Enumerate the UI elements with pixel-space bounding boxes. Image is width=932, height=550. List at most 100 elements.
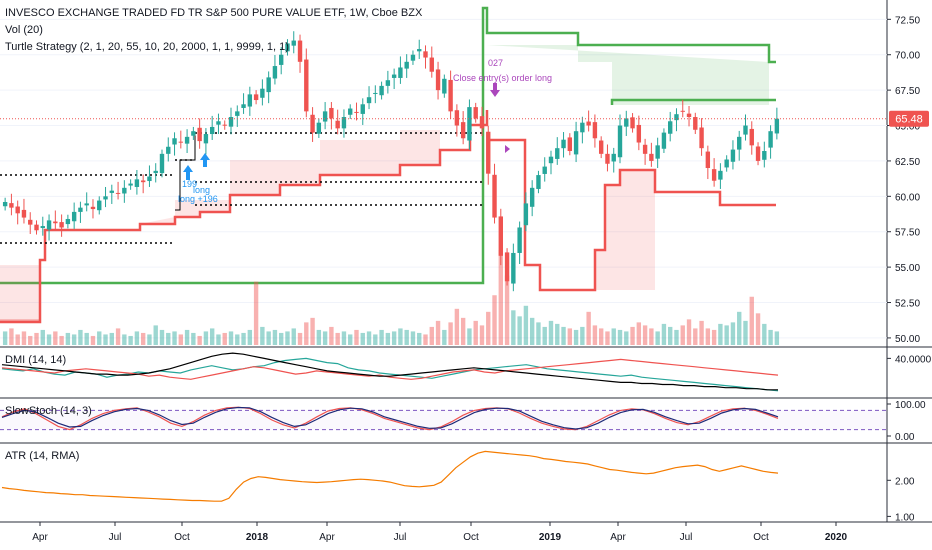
volume-bar	[435, 320, 441, 345]
current-price-badge	[889, 110, 929, 127]
green-upper-line	[610, 98, 776, 105]
volume-bar	[159, 329, 165, 345]
volume-bar	[737, 311, 742, 345]
candle-body	[479, 116, 485, 129]
volume-bar	[573, 329, 579, 345]
candle-body	[536, 175, 541, 189]
candle-body	[768, 131, 773, 148]
candle-body	[34, 224, 39, 231]
candle-body	[699, 127, 704, 149]
long-label-2: long +196	[178, 194, 218, 204]
volume-bar	[504, 275, 510, 345]
candle-body	[40, 226, 45, 229]
volume-bar	[762, 323, 767, 345]
volume-bar	[209, 328, 215, 345]
candle-body	[617, 125, 623, 158]
volume-bar	[686, 319, 692, 345]
stoch-tick-label: 0.00	[895, 432, 915, 443]
volume-bar	[517, 316, 522, 345]
candle-body	[28, 219, 33, 225]
candle-body	[97, 200, 102, 211]
candle-body	[435, 69, 441, 91]
dmi-line-2	[1, 352, 778, 391]
candle-body	[2, 201, 8, 207]
candle-body	[624, 118, 629, 127]
chart-title: INVESCO EXCHANGE TRADED FD TR S&P 500 PU…	[5, 7, 423, 19]
candle-body	[649, 153, 654, 161]
red-fill-zone-2	[595, 170, 655, 290]
volume-bar	[486, 311, 491, 345]
volume-bar	[630, 326, 635, 345]
volume-bar	[228, 331, 234, 345]
candle-body	[366, 97, 372, 104]
volume-bar	[724, 325, 729, 345]
volume-bar	[398, 328, 403, 345]
candle-body	[128, 183, 133, 186]
volume-bar	[291, 328, 296, 345]
candle-body	[222, 124, 227, 126]
price-tick-label: 55.00	[895, 263, 920, 274]
candle-body	[9, 203, 14, 208]
stoch-pane: 0.00 100.00	[0, 400, 926, 443]
volume-bar	[216, 334, 221, 345]
time-tick-label: Jul	[394, 532, 407, 543]
volume-bar	[297, 332, 303, 345]
volume-bar	[322, 331, 328, 345]
candle-body	[686, 113, 692, 118]
time-axis[interactable]: Apr Jul Oct 2018 Apr Jul Oct 2019 Apr Jul Oct 2020	[32, 522, 848, 543]
candle-body	[561, 139, 566, 149]
candle-body	[260, 88, 265, 98]
candle-body	[15, 206, 20, 214]
volume-bar	[592, 325, 598, 345]
volume-bar	[341, 331, 347, 345]
candle-body	[166, 146, 171, 154]
volume-bar	[241, 332, 246, 345]
candle-body	[316, 122, 322, 134]
volume-bar	[442, 329, 447, 345]
volume-bar	[611, 328, 616, 345]
candle-body	[668, 121, 673, 134]
volume-bar	[59, 335, 64, 345]
candle-body	[209, 126, 215, 135]
volume-bar	[348, 334, 353, 345]
volume-bar	[134, 331, 140, 345]
candle-body	[385, 80, 391, 86]
candle-body	[59, 222, 64, 228]
candle-body	[555, 148, 560, 159]
candle-body	[417, 49, 422, 52]
stoch-band	[0, 410, 887, 430]
atr-line	[1, 450, 779, 502]
price-axis[interactable]: 50.00 52.50 55.00 57.50 60.00 62.50 65.00 67.50…	[887, 15, 920, 345]
volume-bar	[178, 334, 184, 345]
turtle-strategy-overlay	[0, 6, 776, 324]
volume-bar	[191, 332, 196, 345]
time-tick-label: Oct	[174, 532, 190, 543]
volume-bar	[272, 329, 278, 345]
stoch-line-0	[1, 406, 779, 431]
left-red-fill	[0, 265, 40, 322]
candle-body	[134, 179, 140, 187]
candle-body	[580, 122, 585, 133]
candle-body	[335, 120, 340, 129]
exit-flag-icon	[505, 145, 510, 153]
volume-bar	[9, 328, 14, 345]
candle-body	[228, 117, 234, 127]
atr-pane: 1.00 2.00	[1, 450, 915, 523]
volume-bar	[429, 326, 434, 345]
volume-bar	[598, 328, 604, 345]
volume-bar	[103, 334, 108, 345]
candle-body	[486, 131, 491, 174]
volume-bar	[649, 328, 654, 345]
candle-body	[379, 85, 384, 96]
trade-markers: 199 long long +196 027 Close entry(s) or…	[178, 58, 552, 204]
time-tick-label: Apr	[319, 532, 335, 543]
volume-bar	[253, 281, 259, 345]
volume-bar	[492, 295, 497, 345]
volume-bar	[373, 334, 378, 345]
volume-bar	[605, 331, 610, 345]
strategy-label: Turtle Strategy (2, 1, 20, 55, 10, 20, 2…	[5, 41, 289, 53]
volume-bar	[304, 322, 309, 345]
candle-body	[304, 59, 309, 112]
